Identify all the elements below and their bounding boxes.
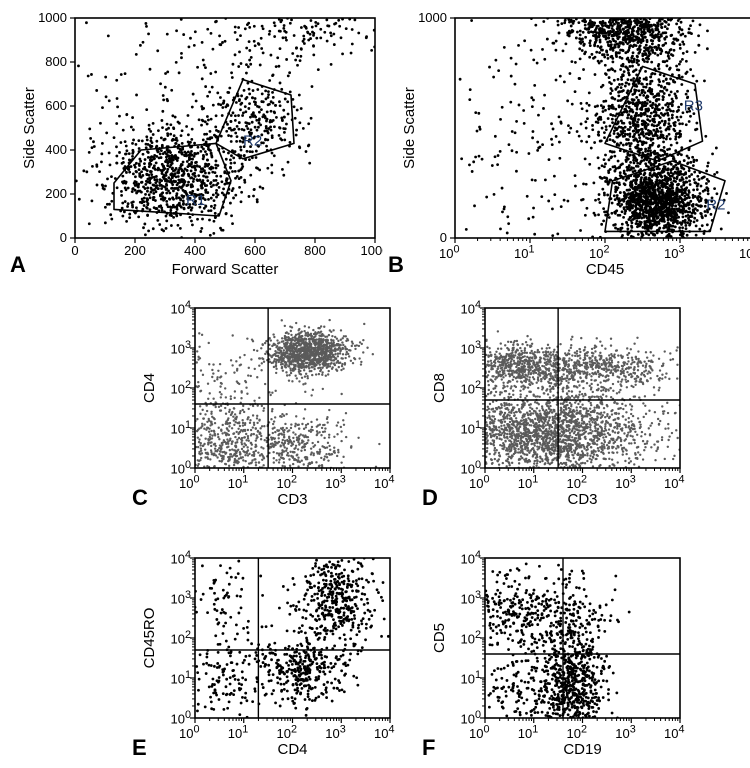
y-ticks: 0 1000 (418, 10, 455, 245)
plot-E: 100101102103104100101102103104CD4CD45RO (140, 550, 398, 764)
x-axis-title: Forward Scatter (172, 261, 279, 278)
x-axis-title: CD3 (277, 491, 307, 508)
plot-B: R3R210010110210310401000CD45Side Scatter (400, 10, 750, 284)
panel-label-B: B (388, 252, 404, 278)
y-axis-title: Side Scatter (401, 87, 418, 169)
gate-label-R2: R2 (706, 196, 725, 213)
svg-text:200: 200 (124, 243, 146, 258)
scatter-points (75, 17, 376, 239)
panel-F: 100101102103104100101102103104CD19CD5 (430, 550, 688, 764)
x-axis-title: CD45 (586, 261, 624, 278)
scatter-points (484, 562, 630, 719)
plot-D: 100101102103104100101102103104CD3CD8 (430, 300, 688, 514)
svg-text:600: 600 (45, 98, 67, 113)
svg-text:400: 400 (184, 243, 206, 258)
x-axis-title: CD19 (563, 741, 601, 758)
svg-text:200: 200 (45, 186, 67, 201)
plot-A: R2 R1 0 200 400 600 800 1000 0 200 400 600 800 1000 Fo… (20, 10, 383, 284)
svg-text:600: 600 (244, 243, 266, 258)
panel-label-E: E (132, 735, 147, 761)
gate-label-R2: R2 (243, 133, 262, 150)
figure: R2 R1 0 200 400 600 800 1000 0 200 400 600 800 1000 Fo… (0, 0, 750, 768)
y-axis-title: CD5 (431, 623, 448, 653)
svg-text:400: 400 (45, 142, 67, 157)
svg-text:1000: 1000 (418, 10, 447, 25)
y-axis-title: CD45RO (141, 608, 158, 669)
svg-text:0: 0 (60, 230, 67, 245)
panel-D: 100101102103104100101102103104CD3CD8 (430, 300, 688, 514)
x-axis-title: CD4 (277, 741, 307, 758)
svg-text:1000: 1000 (38, 10, 67, 25)
svg-text:0: 0 (440, 230, 447, 245)
gate-label-R1: R1 (186, 192, 205, 209)
panel-label-C: C (132, 485, 148, 511)
y-ticks: 0 200 400 600 800 1000 (38, 10, 75, 245)
y-axis-title: CD8 (431, 373, 448, 403)
scatter-points (459, 17, 730, 240)
svg-text:1000: 1000 (361, 243, 383, 258)
scatter-points (194, 319, 380, 469)
panel-label-F: F (422, 735, 435, 761)
panel-C: 100101102103104100101102103104CD3CD4 (140, 300, 398, 514)
y-axis-title: CD4 (141, 373, 158, 403)
x-axis-title: CD3 (567, 491, 597, 508)
svg-text:800: 800 (304, 243, 326, 258)
panel-label-A: A (10, 252, 26, 278)
panel-label-D: D (422, 485, 438, 511)
svg-text:800: 800 (45, 54, 67, 69)
svg-text:0: 0 (71, 243, 78, 258)
panel-E: 100101102103104100101102103104CD4CD45RO (140, 550, 398, 764)
scatter-points (194, 557, 390, 719)
y-axis-title: Side Scatter (21, 87, 38, 169)
x-ticks: 0 200 400 600 800 1000 (71, 238, 383, 258)
gate-label-R3: R3 (684, 97, 703, 114)
plot-F: 100101102103104100101102103104CD19CD5 (430, 550, 688, 764)
plot-C: 100101102103104100101102103104CD3CD4 (140, 300, 398, 514)
plot-border (75, 18, 375, 238)
panel-B: R3R210010110210310401000CD45Side Scatter (400, 10, 750, 284)
panel-A: R2 R1 0 200 400 600 800 1000 0 200 400 600 800 1000 Fo… (20, 10, 383, 284)
